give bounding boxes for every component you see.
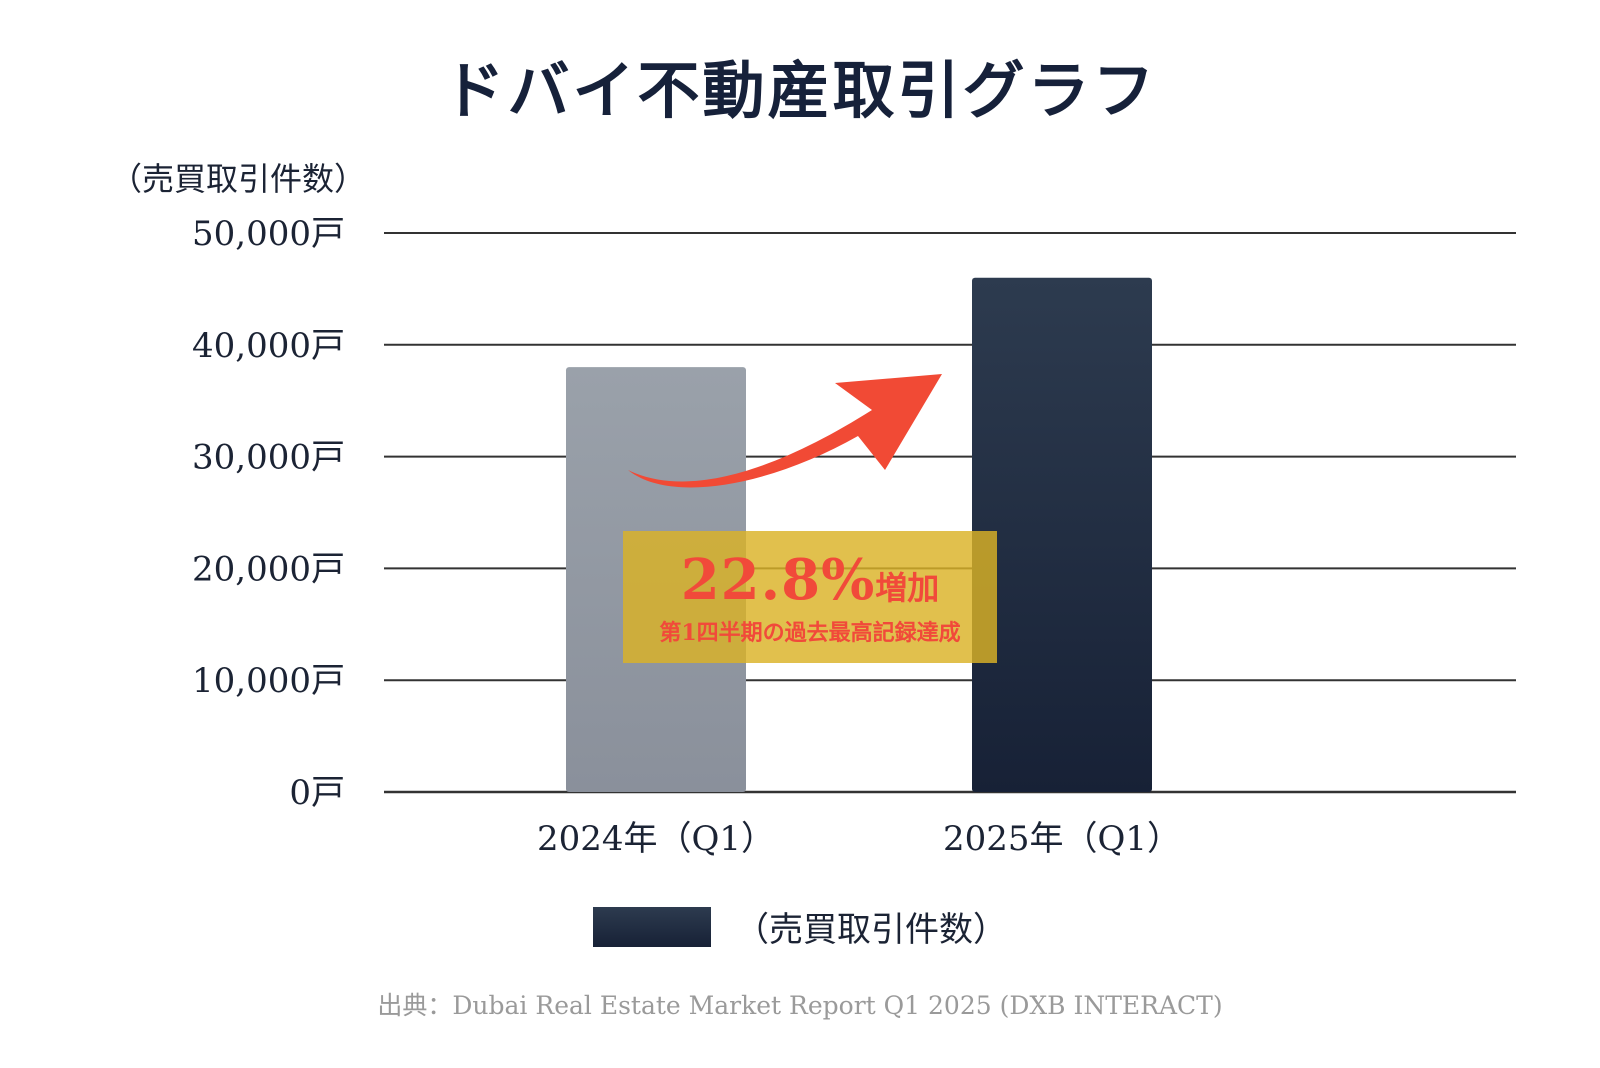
growth-percentage: 22.8% [680, 547, 876, 613]
x-category-label: 2024年（Q1） [537, 819, 775, 859]
growth-suffix: 増加 [875, 569, 940, 607]
y-axis-label: （売買取引件数） [110, 160, 366, 198]
source-note: 出典：Dubai Real Estate Market Report Q1 20… [377, 991, 1223, 1020]
y-tick-label: 10,000戸 [192, 661, 345, 701]
legend: （売買取引件数） [0, 902, 1600, 951]
growth-subtext: 第1四半期の過去最高記録達成 [659, 620, 961, 646]
bar-2025 [972, 277, 1152, 793]
legend-swatch [593, 906, 711, 947]
y-tick-label: 0戸 [289, 773, 345, 813]
growth-callout: 22.8%増加 第1四半期の過去最高記録達成 [623, 531, 997, 663]
y-tick-label: 40,000戸 [192, 326, 345, 366]
growth-arrow-icon [628, 374, 942, 488]
y-tick-label: 50,000戸 [192, 214, 345, 254]
x-category-label: 2025年（Q1） [943, 819, 1181, 859]
legend-label: （売買取引件数） [735, 910, 1007, 950]
y-tick-label: 20,000戸 [192, 549, 345, 589]
chart-title: ドバイ不動産取引グラフ [442, 54, 1158, 127]
y-tick-label: 30,000戸 [192, 438, 345, 478]
